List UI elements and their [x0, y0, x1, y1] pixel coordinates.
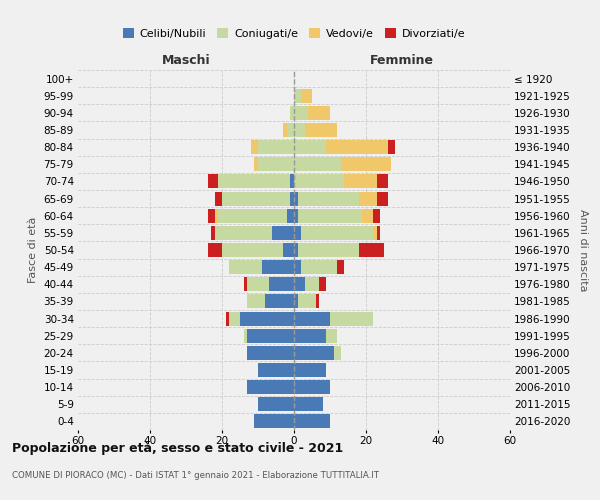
- Bar: [294, 328, 326, 342]
- Bar: [319, 278, 326, 291]
- Bar: [337, 260, 344, 274]
- Bar: [265, 294, 294, 308]
- Bar: [229, 312, 240, 326]
- Bar: [287, 208, 294, 222]
- Bar: [305, 123, 337, 137]
- Bar: [244, 278, 247, 291]
- Bar: [344, 174, 377, 188]
- Bar: [326, 140, 388, 154]
- Bar: [215, 208, 218, 222]
- Bar: [272, 226, 294, 240]
- Bar: [247, 328, 294, 342]
- Legend: Celibi/Nubili, Coniugati/e, Vedovi/e, Divorziati/e: Celibi/Nubili, Coniugati/e, Vedovi/e, Di…: [118, 24, 470, 43]
- Bar: [301, 88, 312, 102]
- Y-axis label: Fasce di età: Fasce di età: [28, 217, 38, 283]
- Bar: [247, 294, 265, 308]
- Bar: [294, 123, 305, 137]
- Bar: [294, 294, 298, 308]
- Bar: [208, 243, 222, 257]
- Text: Popolazione per età, sesso e stato civile - 2021: Popolazione per età, sesso e stato civil…: [12, 442, 343, 455]
- Bar: [258, 363, 294, 377]
- Bar: [294, 192, 298, 205]
- Y-axis label: Anni di nascita: Anni di nascita: [578, 209, 587, 291]
- Bar: [294, 312, 330, 326]
- Bar: [294, 140, 326, 154]
- Bar: [294, 158, 341, 172]
- Bar: [341, 158, 391, 172]
- Bar: [298, 192, 359, 205]
- Bar: [218, 208, 287, 222]
- Bar: [330, 312, 373, 326]
- Bar: [262, 260, 294, 274]
- Bar: [247, 380, 294, 394]
- Bar: [377, 226, 380, 240]
- Bar: [377, 192, 388, 205]
- Bar: [222, 243, 283, 257]
- Bar: [359, 243, 384, 257]
- Bar: [373, 208, 380, 222]
- Bar: [316, 294, 319, 308]
- Text: COMUNE DI PIORACO (MC) - Dati ISTAT 1° gennaio 2021 - Elaborazione TUTTITALIA.IT: COMUNE DI PIORACO (MC) - Dati ISTAT 1° g…: [12, 471, 379, 480]
- Bar: [247, 346, 294, 360]
- Bar: [290, 174, 294, 188]
- Bar: [218, 174, 290, 188]
- Bar: [290, 106, 294, 120]
- Bar: [215, 226, 272, 240]
- Bar: [254, 414, 294, 428]
- Bar: [294, 380, 330, 394]
- Bar: [283, 243, 294, 257]
- Bar: [308, 106, 330, 120]
- Bar: [294, 226, 301, 240]
- Bar: [258, 398, 294, 411]
- Bar: [362, 208, 373, 222]
- Bar: [229, 260, 262, 274]
- Bar: [258, 140, 294, 154]
- Bar: [290, 192, 294, 205]
- Text: Maschi: Maschi: [161, 54, 211, 68]
- Bar: [244, 328, 247, 342]
- Bar: [373, 226, 377, 240]
- Bar: [301, 260, 337, 274]
- Bar: [298, 294, 316, 308]
- Bar: [294, 363, 326, 377]
- Bar: [247, 278, 269, 291]
- Bar: [301, 226, 373, 240]
- Bar: [269, 278, 294, 291]
- Bar: [294, 88, 301, 102]
- Bar: [294, 278, 305, 291]
- Bar: [294, 414, 330, 428]
- Bar: [294, 174, 344, 188]
- Bar: [240, 312, 294, 326]
- Text: Femmine: Femmine: [370, 54, 434, 68]
- Bar: [359, 192, 377, 205]
- Bar: [298, 243, 359, 257]
- Bar: [334, 346, 341, 360]
- Bar: [215, 192, 222, 205]
- Bar: [326, 328, 337, 342]
- Bar: [258, 158, 294, 172]
- Bar: [305, 278, 319, 291]
- Bar: [283, 123, 287, 137]
- Bar: [294, 243, 298, 257]
- Bar: [208, 174, 218, 188]
- Bar: [287, 123, 294, 137]
- Bar: [208, 208, 215, 222]
- Bar: [298, 208, 362, 222]
- Bar: [294, 398, 323, 411]
- Bar: [294, 346, 334, 360]
- Bar: [251, 140, 258, 154]
- Bar: [226, 312, 229, 326]
- Bar: [254, 158, 258, 172]
- Bar: [294, 260, 301, 274]
- Bar: [294, 208, 298, 222]
- Bar: [294, 106, 308, 120]
- Bar: [377, 174, 388, 188]
- Bar: [211, 226, 215, 240]
- Bar: [222, 192, 290, 205]
- Bar: [388, 140, 395, 154]
